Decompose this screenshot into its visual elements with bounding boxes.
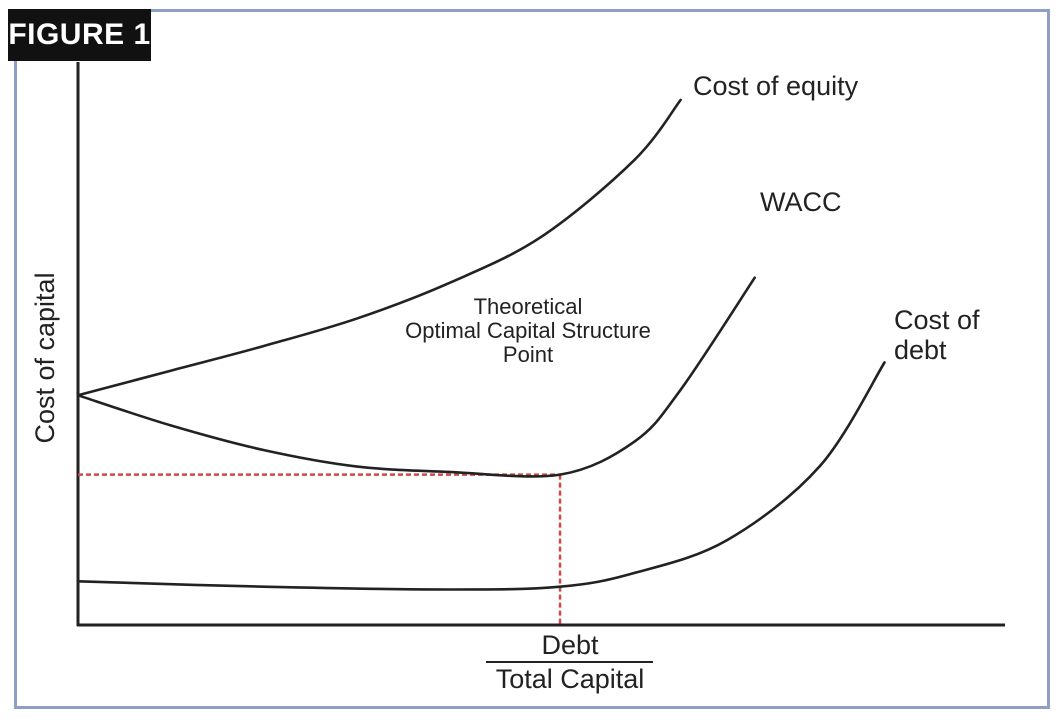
x-axis-label-numerator: Debt (541, 630, 599, 660)
series-line-cost-of-equity (76, 98, 682, 397)
chart-series-labels: Cost of equity WACC Cost of debt (693, 71, 980, 365)
series-label-line: Cost of equity (693, 71, 859, 101)
figure-badge: FIGURE 1 (8, 9, 151, 61)
annotation-line: Theoretical (474, 294, 583, 319)
annotation-line: Optimal Capital Structure (405, 318, 651, 343)
series-label-cost-of-equity: Cost of equity (693, 71, 859, 101)
chart-series (76, 98, 886, 591)
series-label-wacc: WACC (760, 187, 842, 217)
series-line-cost-of-debt (76, 361, 886, 591)
annotation-line: Point (503, 342, 553, 367)
x-axis-label-denominator: Total Capital (496, 664, 645, 694)
plot-area: Cost of equity WACC Cost of debt Theoretica… (30, 62, 1005, 694)
optimal-point-annotation: Theoretical Optimal Capital Structure Poin… (405, 294, 651, 367)
series-label-line: Cost of (894, 305, 980, 335)
y-axis-label: Cost of capital (30, 272, 60, 443)
series-label-line: WACC (760, 187, 842, 217)
series-label-line: debt (894, 335, 947, 365)
series-line-wacc (76, 276, 756, 478)
series-label-cost-of-debt: Cost of debt (894, 305, 980, 365)
figure-frame (14, 9, 1050, 709)
